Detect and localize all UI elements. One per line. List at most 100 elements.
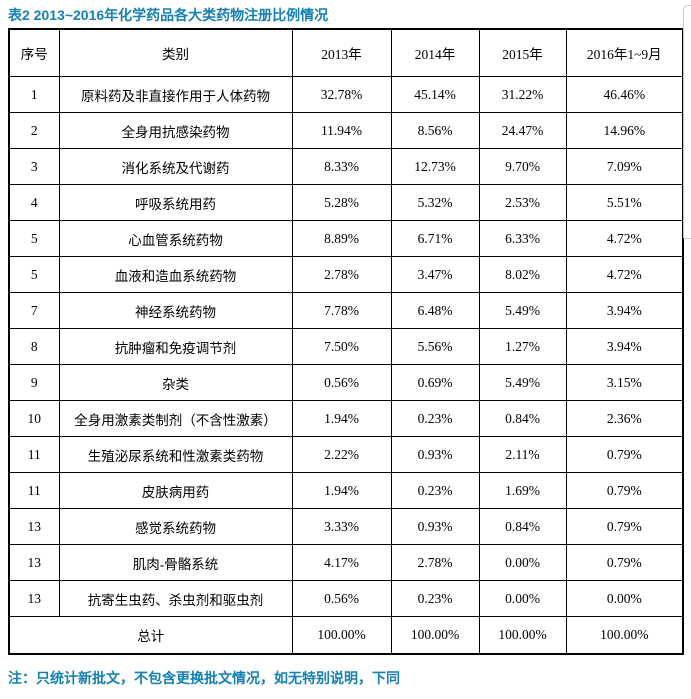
row-index-cell: 5 xyxy=(8,256,60,293)
value-cell: 6.48% xyxy=(390,292,480,329)
header-cell: 类别 xyxy=(58,28,293,77)
table-row: 11 皮肤病用药 1.94% 0.23% 1.69% 0.79% xyxy=(8,472,684,509)
row-index-cell: 2 xyxy=(8,112,60,149)
total-value-cell: 100.00% xyxy=(390,616,480,655)
value-cell: 5.51% xyxy=(565,184,684,221)
value-cell: 2.11% xyxy=(478,436,567,473)
value-cell: 0.84% xyxy=(478,508,567,545)
row-index-cell: 7 xyxy=(8,292,60,329)
value-cell: 45.14% xyxy=(390,76,480,113)
value-cell: 46.46% xyxy=(565,76,684,113)
value-cell: 0.23% xyxy=(390,472,480,509)
value-cell: 2.78% xyxy=(390,544,480,581)
value-cell: 2.22% xyxy=(291,436,392,473)
category-cell: 血液和造血系统药物 xyxy=(58,256,293,293)
page-title: 表2 2013~2016年化学药品各大类药物注册比例情况 xyxy=(8,7,329,23)
value-cell: 5.49% xyxy=(478,292,567,329)
side-panel-edge-decoration xyxy=(683,5,691,239)
value-cell: 7.09% xyxy=(565,148,684,185)
value-cell: 8.56% xyxy=(390,112,480,149)
value-cell: 9.70% xyxy=(478,148,567,185)
value-cell: 0.23% xyxy=(390,580,480,617)
value-cell: 5.32% xyxy=(390,184,480,221)
value-cell: 1.69% xyxy=(478,472,567,509)
row-index-cell: 3 xyxy=(8,148,60,185)
value-cell: 31.22% xyxy=(478,76,567,113)
value-cell: 8.89% xyxy=(291,220,392,257)
category-cell: 杂类 xyxy=(58,364,293,401)
row-index-cell: 11 xyxy=(8,436,60,473)
row-index-cell: 13 xyxy=(8,508,60,545)
category-cell: 全身用抗感染药物 xyxy=(58,112,293,149)
value-cell: 7.50% xyxy=(291,328,392,365)
header-cell: 序号 xyxy=(8,28,60,77)
row-index-cell: 5 xyxy=(8,220,60,257)
value-cell: 2.36% xyxy=(565,400,684,437)
header-cell: 2014年 xyxy=(390,28,480,77)
category-cell: 生殖泌尿系统和性激素类药物 xyxy=(58,436,293,473)
value-cell: 4.72% xyxy=(565,256,684,293)
value-cell: 1.94% xyxy=(291,400,392,437)
table-row: 2 全身用抗感染药物 11.94% 8.56% 24.47% 14.96% xyxy=(8,112,684,149)
value-cell: 5.49% xyxy=(478,364,567,401)
value-cell: 8.02% xyxy=(478,256,567,293)
value-cell: 1.94% xyxy=(291,472,392,509)
table-row: 3 消化系统及代谢药 8.33% 12.73% 9.70% 7.09% xyxy=(8,148,684,185)
row-index-cell: 13 xyxy=(8,580,60,617)
value-cell: 24.47% xyxy=(478,112,567,149)
total-value-cell: 100.00% xyxy=(478,616,567,655)
row-index-cell: 13 xyxy=(8,544,60,581)
total-value-cell: 100.00% xyxy=(291,616,392,655)
value-cell: 3.94% xyxy=(565,328,684,365)
value-cell: 14.96% xyxy=(565,112,684,149)
total-label-cell: 总计 xyxy=(8,616,293,655)
row-index-cell: 11 xyxy=(8,472,60,509)
value-cell: 2.78% xyxy=(291,256,392,293)
table-row: 13 感觉系统药物 3.33% 0.93% 0.84% 0.79% xyxy=(8,508,684,545)
footer-note: 注：只统计新批文，不包含更换批文情况，如无特别说明，下同 xyxy=(8,670,400,686)
value-cell: 2.53% xyxy=(478,184,567,221)
total-value-cell: 100.00% xyxy=(565,616,684,655)
value-cell: 0.79% xyxy=(565,544,684,581)
table-row: 4 呼吸系统用药 5.28% 5.32% 2.53% 5.51% xyxy=(8,184,684,221)
value-cell: 0.79% xyxy=(565,472,684,509)
category-cell: 原料药及非直接作用于人体药物 xyxy=(58,76,293,113)
value-cell: 3.94% xyxy=(565,292,684,329)
total-row: 总计 100.00% 100.00% 100.00% 100.00% xyxy=(8,616,684,655)
value-cell: 4.72% xyxy=(565,220,684,257)
category-cell: 抗肿瘤和免疫调节剂 xyxy=(58,328,293,365)
table-row: 10 全身用激素类制剂（不含性激素） 1.94% 0.23% 0.84% 2.36% xyxy=(8,400,684,437)
header-cell: 2013年 xyxy=(291,28,392,77)
value-cell: 0.23% xyxy=(390,400,480,437)
value-cell: 0.84% xyxy=(478,400,567,437)
category-cell: 皮肤病用药 xyxy=(58,472,293,509)
value-cell: 0.00% xyxy=(478,580,567,617)
table-row: 7 神经系统药物 7.78% 6.48% 5.49% 3.94% xyxy=(8,292,684,329)
value-cell: 0.56% xyxy=(291,364,392,401)
value-cell: 0.93% xyxy=(390,508,480,545)
value-cell: 0.00% xyxy=(478,544,567,581)
value-cell: 1.27% xyxy=(478,328,567,365)
category-cell: 感觉系统药物 xyxy=(58,508,293,545)
value-cell: 6.71% xyxy=(390,220,480,257)
value-cell: 0.00% xyxy=(565,580,684,617)
value-cell: 4.17% xyxy=(291,544,392,581)
row-index-cell: 4 xyxy=(8,184,60,221)
drug-registration-table: 序号 类别 2013年 2014年 2015年 2016年1~9月 1 原料药及非直接作用于… xyxy=(8,28,684,655)
category-cell: 神经系统药物 xyxy=(58,292,293,329)
category-cell: 心血管系统药物 xyxy=(58,220,293,257)
value-cell: 0.56% xyxy=(291,580,392,617)
table-row: 8 抗肿瘤和免疫调节剂 7.50% 5.56% 1.27% 3.94% xyxy=(8,328,684,365)
table-header-row: 序号 类别 2013年 2014年 2015年 2016年1~9月 xyxy=(8,28,684,77)
value-cell: 32.78% xyxy=(291,76,392,113)
value-cell: 3.33% xyxy=(291,508,392,545)
value-cell: 12.73% xyxy=(390,148,480,185)
value-cell: 5.28% xyxy=(291,184,392,221)
value-cell: 6.33% xyxy=(478,220,567,257)
value-cell: 8.33% xyxy=(291,148,392,185)
table-row: 9 杂类 0.56% 0.69% 5.49% 3.15% xyxy=(8,364,684,401)
row-index-cell: 9 xyxy=(8,364,60,401)
value-cell: 0.79% xyxy=(565,436,684,473)
table-row: 13 抗寄生虫药、杀虫剂和驱虫剂 0.56% 0.23% 0.00% 0.00% xyxy=(8,580,684,617)
table-row: 13 肌肉-骨骼系统 4.17% 2.78% 0.00% 0.79% xyxy=(8,544,684,581)
